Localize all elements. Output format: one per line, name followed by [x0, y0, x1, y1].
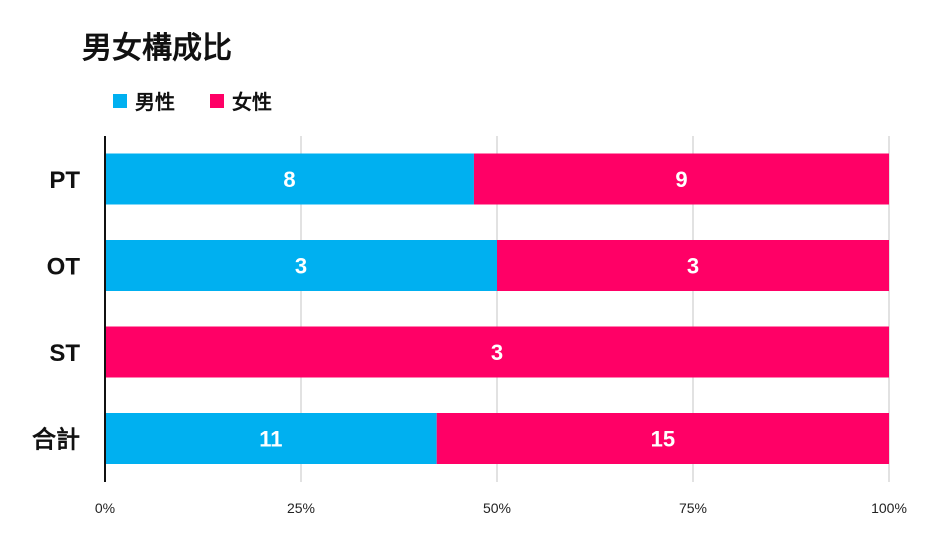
legend: 男性 女性: [113, 90, 272, 114]
x-tick-label: 75%: [679, 500, 707, 516]
legend-swatch-male: [113, 94, 127, 108]
chart-title: 男女構成比: [82, 31, 232, 66]
legend-label-female: 女性: [232, 90, 272, 114]
data-label: 3: [491, 340, 503, 365]
category-label: PT: [49, 167, 80, 194]
x-tick-label: 50%: [483, 500, 511, 516]
data-label: 9: [675, 167, 687, 192]
bar-segment: [105, 326, 889, 378]
x-tick-label: 100%: [871, 500, 907, 516]
x-tick-label: 0%: [95, 500, 115, 516]
bar-segment: [436, 413, 889, 464]
bar-segment: [105, 240, 497, 291]
legend-swatch-female: [210, 94, 224, 108]
bar-segment: [105, 153, 474, 205]
bar-segment: [105, 413, 437, 464]
category-label: OT: [47, 254, 81, 281]
data-label: 11: [259, 427, 282, 452]
data-label: 3: [295, 254, 307, 279]
bars: [105, 153, 889, 464]
bar-segment: [473, 153, 889, 205]
data-label: 15: [651, 427, 675, 452]
category-label: 合計: [32, 426, 80, 454]
data-labels: 8 9 3 3 3 11 15: [259, 167, 699, 452]
x-tick-labels: 0% 25% 50% 75% 100%: [95, 500, 907, 516]
data-label: 3: [687, 254, 699, 279]
legend-label-male: 男性: [135, 90, 175, 114]
category-label: ST: [49, 340, 80, 367]
data-label: 8: [283, 167, 295, 192]
bar-segment: [497, 240, 889, 291]
category-labels: PT OT ST 合計: [32, 167, 80, 454]
x-tick-label: 25%: [287, 500, 315, 516]
